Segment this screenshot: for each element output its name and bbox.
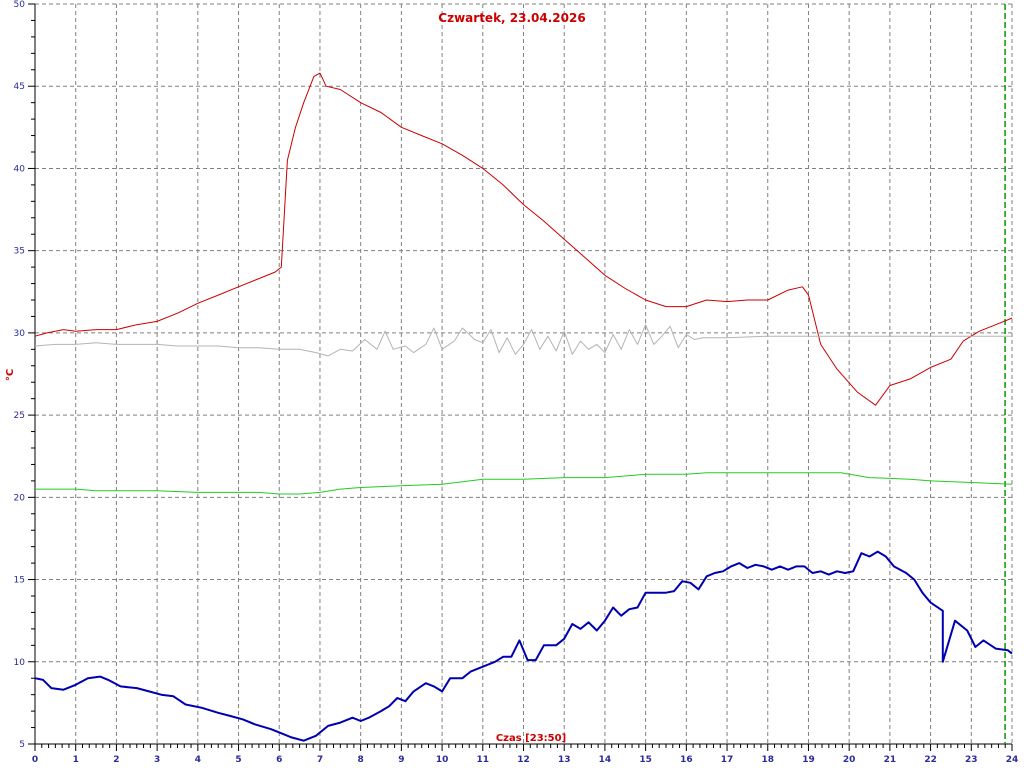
x-tick-label: 4 [195,755,201,765]
y-tick-label: 10 [14,658,26,668]
x-tick-label: 20 [843,755,856,765]
x-tick-label: 23 [965,755,978,765]
series-line-gray [34,324,1012,357]
y-tick-label: 45 [14,82,25,92]
series-line-blue [34,550,1013,742]
x-tick-label: 0 [32,755,38,765]
x-tick-label: 11 [477,755,490,765]
x-tick-label: 14 [599,755,612,765]
y-tick-label: 15 [14,576,25,586]
series-group [34,4,1013,744]
y-tick-label: 40 [14,164,26,174]
y-tick-label: 25 [14,411,25,421]
x-tick-label: 12 [517,755,530,765]
x-tick-label: 5 [235,755,241,765]
y-tick-label: 30 [14,329,26,339]
x-tick-label: 21 [884,755,897,765]
y-tick-label: 20 [14,493,26,503]
y-tick-label: 50 [14,0,26,10]
x-tick-label: 9 [398,755,404,765]
series-line-red [34,72,1013,406]
x-tick-label: 24 [1006,755,1019,765]
x-tick-label: 6 [276,755,282,765]
x-tick-label: 8 [358,755,364,765]
x-tick-label: 10 [436,755,449,765]
y-axis-label: °C [5,369,16,381]
x-tick-label: 18 [761,755,774,765]
series-line-green [35,472,1013,495]
x-axis-label: Czas [23:50] [496,733,566,744]
x-tick-label: 17 [721,755,734,765]
y-tick-label: 5 [19,740,25,750]
x-tick-label: 19 [802,755,815,765]
x-tick-label: 22 [924,755,937,765]
x-tick-label: 15 [639,755,652,765]
chart-title: Czwartek, 23.04.2026 [438,11,585,25]
x-tick-label: 13 [558,755,571,765]
x-tick-label: 3 [154,755,160,765]
x-tick-label: 1 [73,755,79,765]
x-tick-label: 7 [317,755,323,765]
x-tick-label: 2 [113,755,119,765]
y-tick-label: 35 [14,247,25,257]
x-tick-label: 16 [680,755,693,765]
